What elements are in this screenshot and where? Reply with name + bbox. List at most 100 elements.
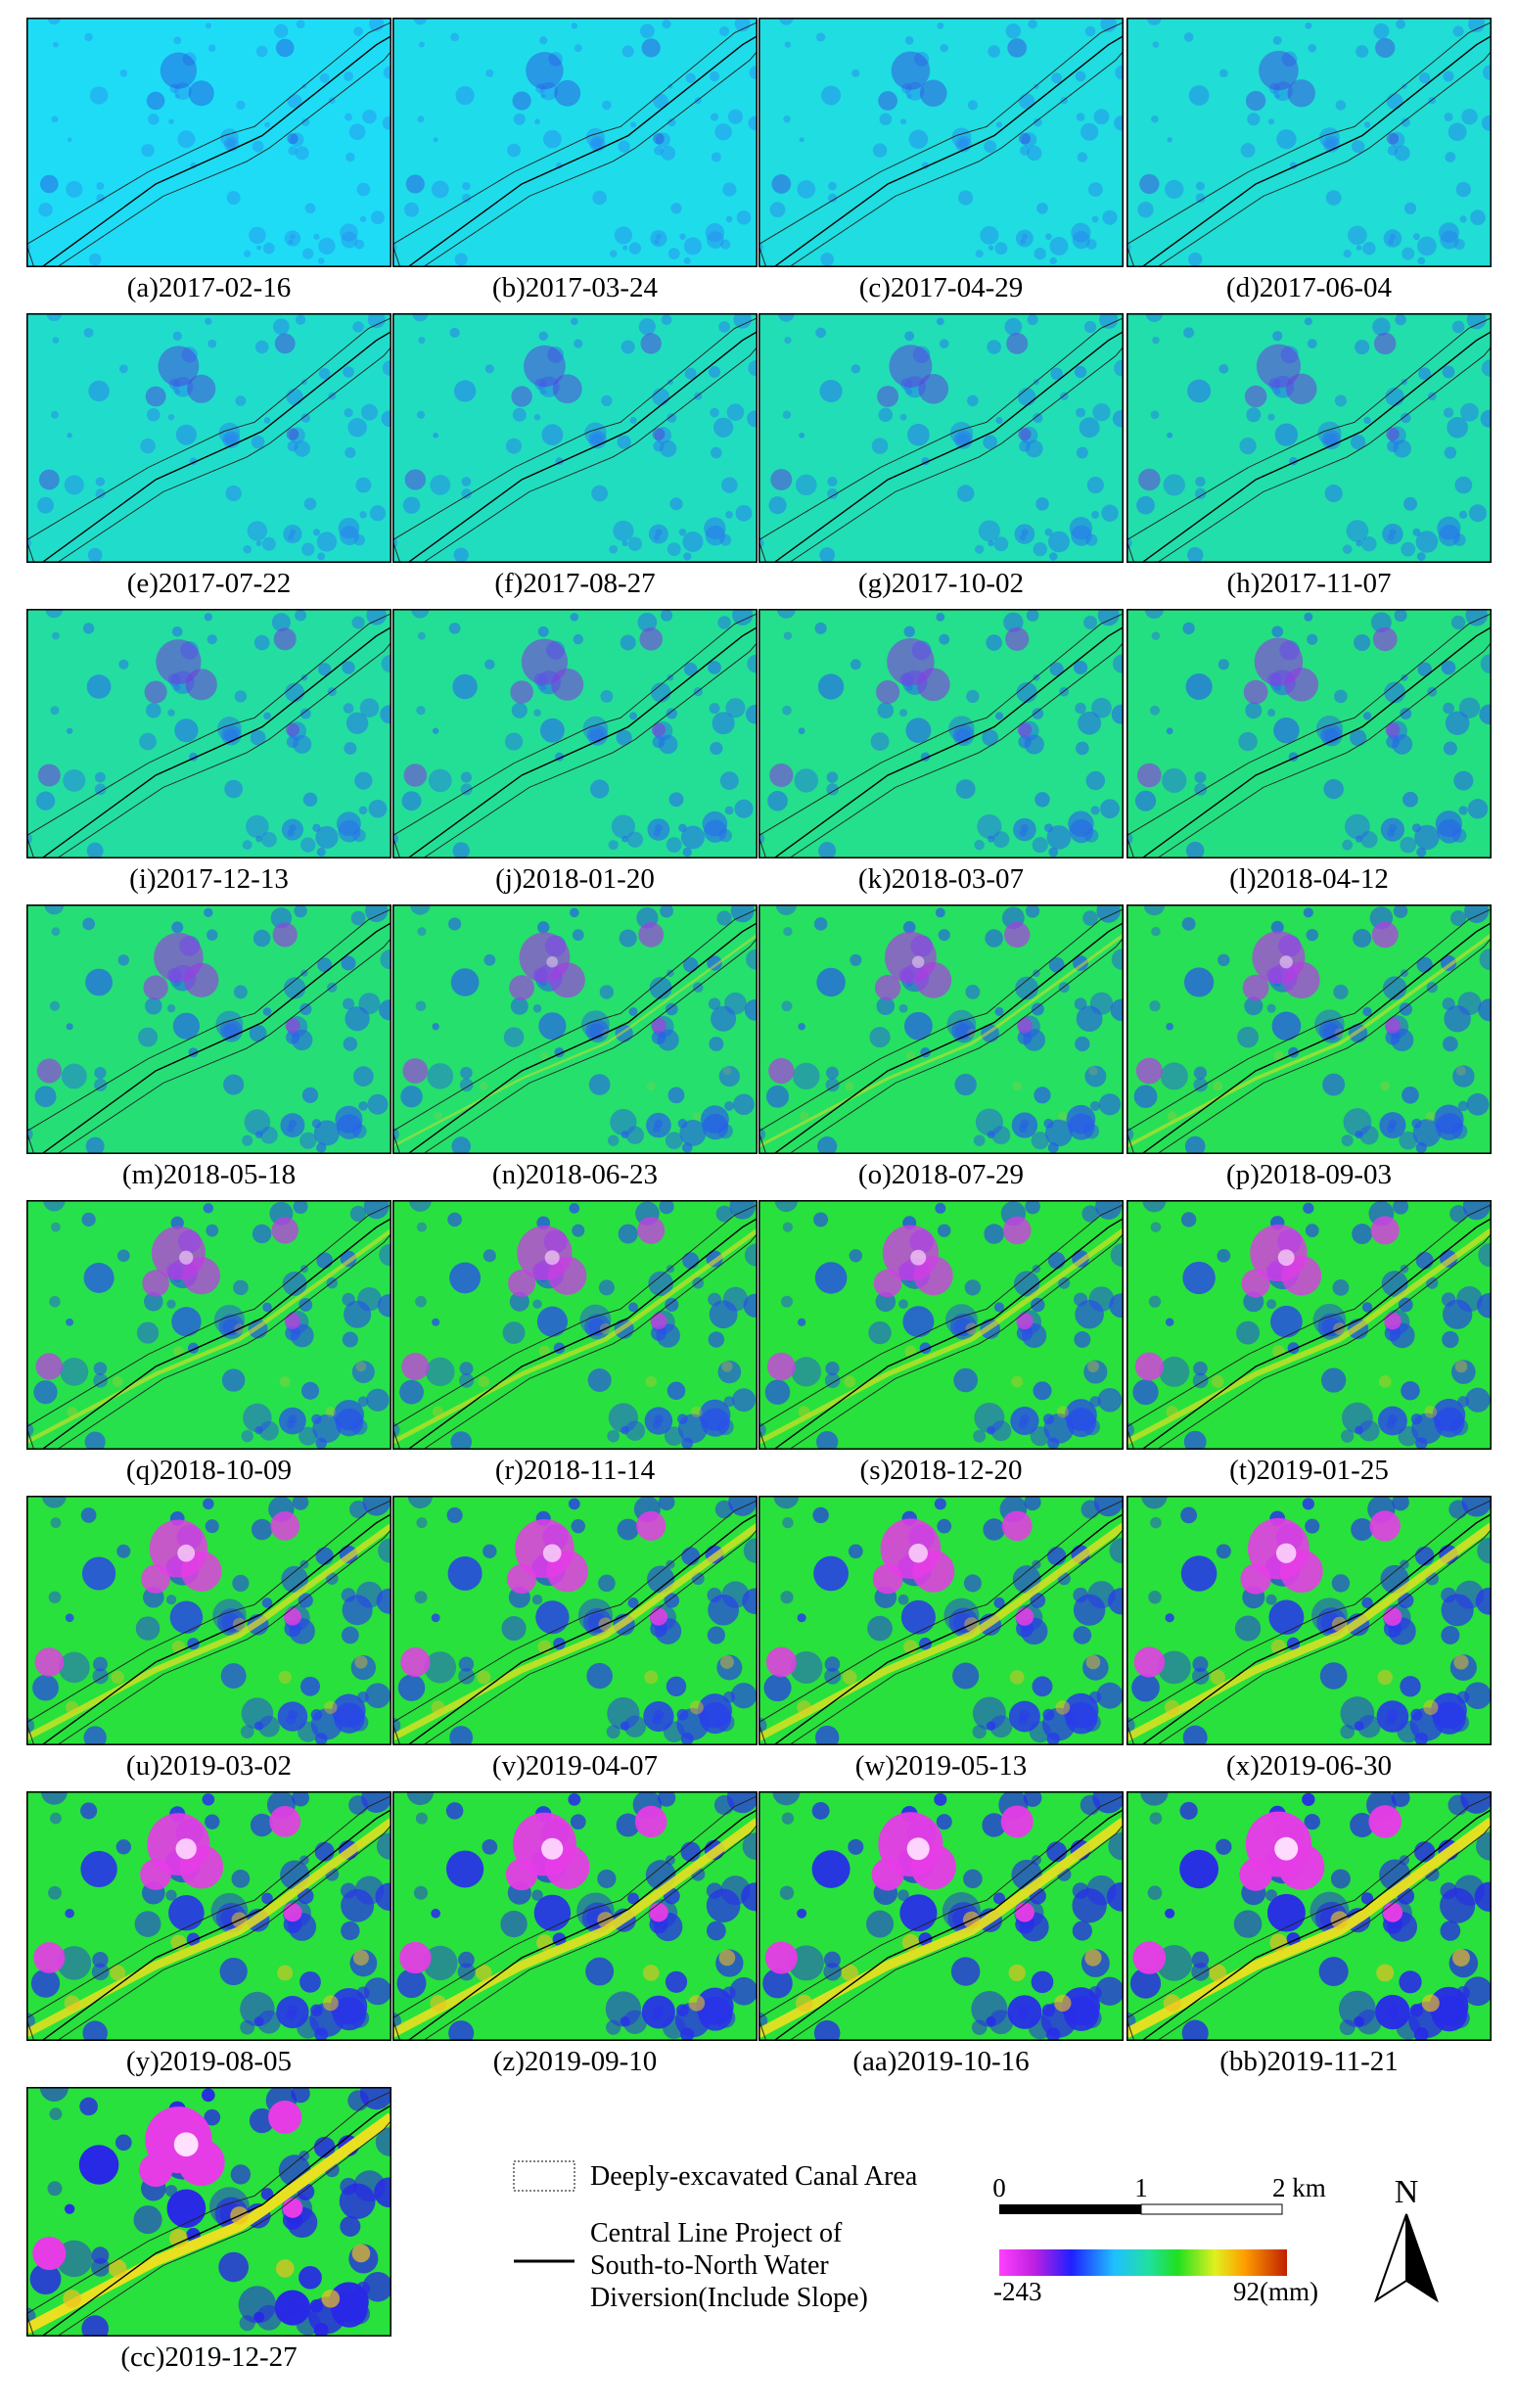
scale-bar: 0 1 2 km (992, 2173, 1326, 2215)
central-line (41, 2104, 391, 2337)
map-blob (173, 36, 182, 45)
map-blob (484, 364, 494, 374)
map-blob (708, 1292, 721, 1307)
panel-label: (l)2018-04-12 (1229, 863, 1389, 895)
map-blob (1312, 1303, 1347, 1337)
map-blob (1304, 1813, 1320, 1830)
map-blob (1075, 70, 1086, 82)
map-blob (296, 20, 305, 29)
map-blob (795, 474, 817, 496)
map-blob (1022, 233, 1028, 240)
map-blob (83, 1263, 115, 1293)
map-blob (314, 1841, 335, 1862)
map-blob (816, 1430, 839, 1450)
map-blob (879, 113, 893, 126)
map-blob (539, 683, 547, 691)
map-blob (175, 424, 197, 445)
map-blob (733, 1093, 755, 1116)
map-blob (1074, 1292, 1088, 1307)
map-blob (699, 1399, 731, 1431)
canal-area (392, 908, 758, 1154)
map-blob (898, 1299, 908, 1310)
map-core (1002, 1216, 1032, 1245)
map-blob (61, 1063, 87, 1089)
map-blob (1315, 715, 1344, 743)
map-blob (826, 771, 839, 783)
map-blob (1346, 520, 1369, 542)
map-blob (378, 1538, 391, 1563)
map-blob (1218, 659, 1229, 671)
map-blob (708, 661, 721, 674)
map-blob (417, 631, 426, 640)
panel-label: (p)2018-09-03 (1226, 1159, 1392, 1190)
central-line (41, 625, 391, 858)
map-blob (432, 1318, 440, 1326)
map-blob (242, 840, 253, 851)
map-blob (65, 1613, 74, 1623)
map-blob (602, 100, 612, 111)
map-blob (218, 2251, 250, 2283)
map-blob (38, 203, 53, 217)
map-blob (535, 83, 546, 94)
central-line (1141, 921, 1492, 1154)
uplift-spot (279, 1376, 291, 1387)
map-blob (1441, 1626, 1460, 1644)
map-core (401, 1353, 430, 1380)
map-blob (170, 1216, 184, 1229)
map-blob (1185, 841, 1205, 858)
panel-label: (bb)2019-11-21 (1219, 2046, 1399, 2077)
map-blob (586, 724, 609, 746)
central-line (407, 1512, 758, 1745)
map-blob (1076, 407, 1086, 418)
map-blob (1392, 1496, 1409, 1511)
map-blob (1181, 916, 1196, 931)
uplift-spot (646, 1082, 656, 1090)
map-blob (341, 1588, 356, 1602)
map-blob (1361, 1302, 1373, 1313)
map-blob (445, 1850, 484, 1888)
core-center (1277, 1249, 1295, 1267)
map-blob (1382, 523, 1403, 545)
map-blob (568, 1498, 580, 1510)
map-blob (359, 511, 367, 519)
map-blob (1181, 2019, 1209, 2041)
map-blob (708, 1331, 725, 1348)
map-blob (850, 953, 862, 966)
map-blob (1461, 1496, 1492, 1517)
map-core (269, 1806, 301, 1837)
uplift-spot (1423, 1699, 1439, 1715)
panel-label: (x)2019-06-30 (1226, 1750, 1392, 1782)
map-blob (1131, 1673, 1160, 1702)
map-blob (1093, 1496, 1124, 1517)
map-blob (204, 2108, 221, 2126)
map-core (546, 1551, 588, 1593)
map-frame (26, 1791, 391, 2041)
map-blob (1066, 1104, 1096, 1135)
map-blob (790, 1650, 823, 1684)
map-blob (1303, 907, 1313, 918)
map-blob (1191, 1667, 1210, 1685)
uplift-spot (901, 1933, 920, 1952)
map-blob (80, 1850, 117, 1888)
map-blob (1464, 904, 1490, 923)
uplift-spot (477, 1670, 491, 1685)
map-blob (905, 718, 932, 744)
map-core (650, 1313, 667, 1330)
map-core (139, 2153, 173, 2187)
map-blob (817, 1136, 838, 1154)
map-blob (953, 1367, 979, 1393)
map-blob (1399, 1002, 1412, 1016)
uplift-spot (324, 1700, 338, 1714)
map-blob (1031, 1002, 1044, 1016)
map-blob (382, 116, 391, 130)
map-blob (610, 1108, 637, 1135)
uplift-spot (1210, 1669, 1225, 1686)
map-blob (1460, 1791, 1492, 1814)
map-blob (225, 485, 242, 502)
map-blob (1101, 504, 1119, 522)
map-blob (650, 230, 667, 248)
map-blob (313, 2136, 336, 2158)
map-core (156, 639, 202, 685)
map-blob (956, 485, 975, 502)
map-blob (579, 1304, 612, 1336)
